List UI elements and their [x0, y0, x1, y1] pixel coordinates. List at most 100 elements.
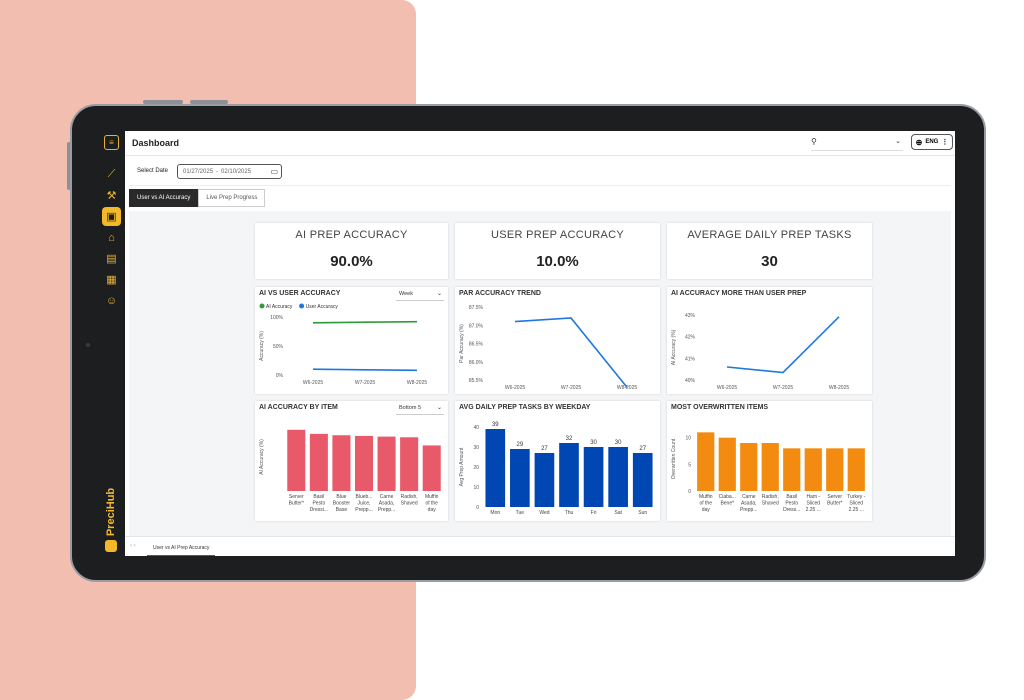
- y-tick-label: 85.5%: [469, 378, 484, 384]
- line-chart: AI Accuracy (%) 43% 42% 41% 40% W6-2025 W7-202…: [671, 313, 850, 391]
- clipboard-icon[interactable]: ▤: [106, 253, 117, 265]
- calendar-icon[interactable]: ▭: [270, 167, 278, 176]
- x-tick-label: W8-2025: [829, 385, 850, 391]
- date-range-picker[interactable]: 01/27/2025 - 02/10/2025 ▭: [177, 164, 282, 179]
- menu-icon[interactable]: ≡: [104, 135, 119, 150]
- x-tick-label: Basil: [786, 494, 797, 500]
- x-tick-label: Tue: [516, 510, 525, 516]
- y-tick-label: 86.0%: [469, 360, 484, 366]
- bar: [510, 449, 530, 507]
- bar: [559, 443, 579, 507]
- x-tick-label: Base: [336, 507, 348, 513]
- bar: [783, 448, 801, 491]
- date-start[interactable]: 01/27/2025: [183, 168, 214, 175]
- language-button[interactable]: ⊕ ENG ⋮: [911, 134, 953, 150]
- y-tick-label: 30: [473, 445, 479, 451]
- x-tick-label: Asada,: [379, 501, 395, 507]
- bar: [377, 436, 396, 491]
- series-line: [312, 368, 418, 372]
- tools-icon[interactable]: ⚒: [106, 190, 117, 202]
- bar: [583, 447, 604, 507]
- line-chart: Accuracy (%) 100% 50% 0% W6-2025 W7-2025 W8-20…: [259, 303, 427, 386]
- x-tick-label: Radish,: [401, 494, 418, 500]
- page-tab-user-vs-ai[interactable]: User vs AI Prep Accuracy: [147, 541, 216, 556]
- side-button: [67, 142, 71, 190]
- bar: [847, 448, 865, 491]
- x-tick-label: W6-2025: [303, 380, 324, 386]
- y-tick-label: 40: [473, 425, 479, 431]
- x-tick-label: Wed: [539, 510, 549, 516]
- line-chart: Par Accuracy (%) 87.5% 87.0% 86.5% 86.0% 85.5…: [459, 305, 638, 391]
- bar: [740, 443, 758, 491]
- x-tick-label: Prepp...: [378, 507, 396, 513]
- x-tick-label: Carne: [742, 494, 756, 500]
- y-tick-label: 10: [685, 436, 691, 442]
- kpi-value: 10.0%: [536, 253, 579, 270]
- topn-dropdown[interactable]: Bottom 5 ⌄: [396, 405, 444, 415]
- chef-hat-icon[interactable]: ⌂: [108, 231, 115, 244]
- chart-card-ai-more: AI ACCURACY MORE THAN USER PREP AI Accur…: [667, 287, 872, 394]
- chevron-down-icon: ⌄: [895, 138, 901, 145]
- globe-icon: ⊕: [915, 137, 923, 147]
- chart-title: MOST OVERWRITTEN ITEMS: [671, 404, 769, 411]
- x-tick-label: Sliced: [849, 501, 863, 507]
- bar: [400, 437, 419, 491]
- y-axis-label: AI Accuracy (%): [671, 329, 677, 365]
- data-label: 32: [566, 436, 573, 442]
- tab-bar: User vs AI Accuracy Live Prep Progress: [129, 189, 266, 207]
- chart-card-ai-by-item: AI ACCURACY BY ITEM Bottom 5 ⌄ AI Accurac…: [255, 401, 448, 521]
- x-tick-label: Carne: [380, 494, 394, 500]
- chevron-down-icon: ⌄: [436, 291, 442, 297]
- week-dropdown[interactable]: Week ⌄: [396, 291, 444, 301]
- dropdown-value: Bottom 5: [399, 405, 422, 411]
- data-label: 30: [590, 440, 597, 446]
- location-select[interactable]: ⚲ ⌄: [811, 137, 903, 151]
- users-icon[interactable]: ☺: [105, 294, 118, 307]
- app-screen: Dashboard ⚲ ⌄ ⊕ ENG ⋮ Select Date 01/27/…: [125, 131, 955, 556]
- tab-user-vs-ai[interactable]: User vs AI Accuracy: [129, 189, 199, 207]
- y-tick-label: 87.0%: [469, 323, 484, 329]
- volume-button: [143, 100, 183, 104]
- chart-title: AI ACCURACY MORE THAN USER PREP: [671, 290, 807, 297]
- bar: [718, 437, 736, 491]
- page-nav-arrows-icon[interactable]: ‹ ›: [130, 543, 136, 549]
- y-tick-label: 50%: [273, 344, 284, 350]
- bar: [804, 448, 822, 491]
- chart-line-icon[interactable]: ⟋: [107, 168, 116, 180]
- calendar-check-icon[interactable]: ▣: [102, 207, 121, 226]
- x-tick-label: Dress...: [783, 507, 800, 513]
- store-icon[interactable]: ▦: [106, 274, 117, 286]
- bar: [826, 448, 844, 491]
- chevron-down-icon: ⌄: [436, 405, 442, 411]
- x-tick-label: W7-2025: [355, 380, 376, 386]
- y-tick-label: 100%: [270, 315, 283, 321]
- x-tick-label: Blueb...: [356, 494, 373, 500]
- page-tabs: ‹ › User vs AI Prep Accuracy: [125, 536, 955, 556]
- date-end[interactable]: 02/10/2025: [221, 168, 252, 175]
- x-tick-label: Radish,: [762, 494, 779, 500]
- x-tick-label: W8-2025: [617, 385, 638, 391]
- y-tick-label: 10: [473, 485, 479, 491]
- x-tick-label: Prepp...: [740, 507, 758, 513]
- data-label: 27: [639, 446, 646, 452]
- sidebar: ≡ ⟋ ⚒ ▣ ⌂ ▤ ▦ ☺: [98, 131, 125, 556]
- bar: [761, 443, 779, 491]
- data-label: 30: [615, 440, 622, 446]
- tab-live-prep[interactable]: Live Prep Progress: [198, 189, 266, 207]
- chart-title: PAR ACCURACY TREND: [459, 290, 541, 297]
- x-tick-label: Prepp...: [355, 507, 373, 513]
- kebab-icon[interactable]: ⋮: [941, 139, 949, 146]
- filter-bar: Select Date 01/27/2025 - 02/10/2025 ▭: [129, 159, 951, 186]
- bar: [534, 453, 555, 507]
- y-tick-label: 86.5%: [469, 342, 484, 348]
- x-tick-label: Server: [827, 494, 842, 500]
- y-tick-label: 87.5%: [469, 305, 484, 311]
- brand-name: PreciHub: [105, 487, 117, 537]
- x-tick-label: Pesto: [785, 501, 798, 507]
- data-label: 27: [541, 446, 548, 452]
- kpi-title: AI PREP ACCURACY: [295, 229, 408, 241]
- kpi-value: 90.0%: [330, 253, 373, 270]
- kpi-card-ai: AI PREP ACCURACY 90.0%: [255, 223, 448, 279]
- chart-card-par-trend: PAR ACCURACY TREND Par Accuracy (%) 87.5%…: [455, 287, 660, 394]
